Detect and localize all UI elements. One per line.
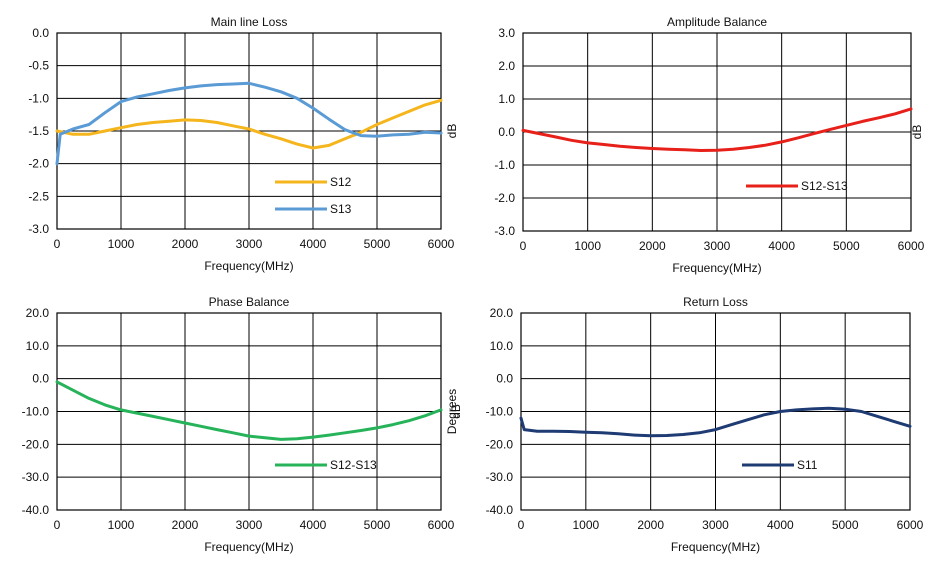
y-axis-label: dB	[910, 125, 924, 140]
chart-title: Return Loss	[683, 295, 748, 309]
legend-label: S13	[330, 202, 352, 216]
y-axis-label: Degrees	[445, 389, 459, 434]
y-tick-label: 20.0	[26, 306, 50, 320]
x-tick-label: 4000	[300, 237, 327, 251]
y-tick-label: -40.0	[22, 503, 50, 517]
series-line-s13	[55, 81, 443, 166]
y-tick-label: 0.0	[32, 372, 49, 386]
y-tick-label: 20.0	[490, 306, 514, 320]
y-axis-label: dB	[449, 404, 463, 419]
x-tick-label: 2000	[172, 518, 199, 532]
y-tick-label: -2.0	[494, 191, 515, 205]
x-tick-label: 6000	[898, 239, 925, 253]
x-tick-label: 5000	[364, 518, 391, 532]
y-tick-label: -2.0	[28, 157, 49, 171]
x-axis-label: Frequency(MHz)	[671, 540, 760, 554]
x-tick-label: 1000	[574, 239, 601, 253]
legend-label: S12-S13	[330, 458, 377, 472]
y-tick-label: 0.0	[32, 26, 49, 40]
y-tick-label: 10.0	[26, 339, 50, 353]
y-tick-label: -3.0	[494, 224, 515, 238]
x-tick-label: 3000	[702, 518, 729, 532]
series-line-s12-s13	[55, 380, 443, 441]
x-tick-label: 2000	[639, 239, 666, 253]
series-line-s11	[519, 406, 912, 438]
y-tick-label: -1.0	[494, 158, 515, 172]
y-tick-label: -0.5	[28, 59, 49, 73]
y-tick-label: 2.0	[498, 59, 515, 73]
x-tick-label: 6000	[897, 518, 924, 532]
chart-panel: 0 1000 2000 3000 4000 5000 6000 20.0 10.0 0.0 -10.…	[449, 295, 924, 554]
x-tick-label: 2000	[172, 237, 199, 251]
y-tick-label: 0.0	[498, 125, 515, 139]
x-tick-label: 0	[520, 239, 527, 253]
x-tick-label: 4000	[767, 518, 794, 532]
y-tick-label: -2.5	[28, 189, 49, 203]
y-tick-label: 3.0	[498, 26, 515, 40]
x-tick-label: 3000	[704, 239, 731, 253]
x-tick-label: 1000	[572, 518, 599, 532]
y-tick-label: 10.0	[490, 339, 514, 353]
y-tick-label: -20.0	[486, 437, 514, 451]
x-tick-label: 0	[54, 237, 61, 251]
chart-panel: 0 1000 2000 3000 4000 5000 6000 20.0 10.0 0.0 -10.…	[22, 295, 459, 554]
chart-title: Main line Loss	[211, 15, 288, 29]
y-tick-label: -30.0	[22, 470, 50, 484]
y-tick-label: -40.0	[486, 503, 514, 517]
y-tick-label: -30.0	[486, 470, 514, 484]
y-tick-label: -10.0	[22, 405, 50, 419]
legend-label: S12-S13	[801, 179, 848, 193]
x-axis-label: Frequency(MHz)	[204, 259, 293, 273]
x-tick-label: 3000	[236, 518, 263, 532]
x-tick-label: 0	[54, 518, 61, 532]
x-tick-label: 6000	[428, 237, 455, 251]
series-line-s12-s13	[521, 107, 913, 152]
legend-label: S11	[797, 458, 818, 472]
chart-panel: 0 1000 2000 3000 4000 5000 6000 0.0 -0.5 -1.0 -1.5…	[28, 15, 459, 273]
x-tick-label: 5000	[832, 518, 859, 532]
y-tick-label: -3.0	[28, 222, 49, 236]
x-tick-label: 0	[518, 518, 525, 532]
x-tick-label: 4000	[768, 239, 795, 253]
y-tick-label: 1.0	[498, 92, 515, 106]
chart-title: Phase Balance	[209, 295, 290, 309]
x-axis-label: Frequency(MHz)	[204, 540, 293, 554]
x-tick-label: 5000	[364, 237, 391, 251]
y-axis-label: dB	[445, 124, 459, 139]
x-axis-label: Frequency(MHz)	[672, 261, 761, 275]
chart-title: Amplitude Balance	[667, 15, 767, 29]
y-tick-label: -10.0	[486, 405, 514, 419]
x-tick-label: 4000	[300, 518, 327, 532]
chart-panel: 0 1000 2000 3000 4000 5000 6000 3.0 2.0 1.0 0.0 -1.…	[494, 15, 924, 275]
x-tick-label: 1000	[108, 237, 135, 251]
y-tick-label: -1.0	[28, 91, 49, 105]
x-tick-label: 2000	[637, 518, 664, 532]
y-tick-label: -1.5	[28, 124, 49, 138]
legend-label: S12	[330, 175, 352, 189]
y-tick-label: 0.0	[496, 372, 513, 386]
x-tick-label: 5000	[833, 239, 860, 253]
x-tick-label: 6000	[428, 518, 455, 532]
x-tick-label: 1000	[108, 518, 135, 532]
x-tick-label: 3000	[236, 237, 263, 251]
series-line-s12	[55, 98, 443, 150]
y-tick-label: -20.0	[22, 437, 50, 451]
